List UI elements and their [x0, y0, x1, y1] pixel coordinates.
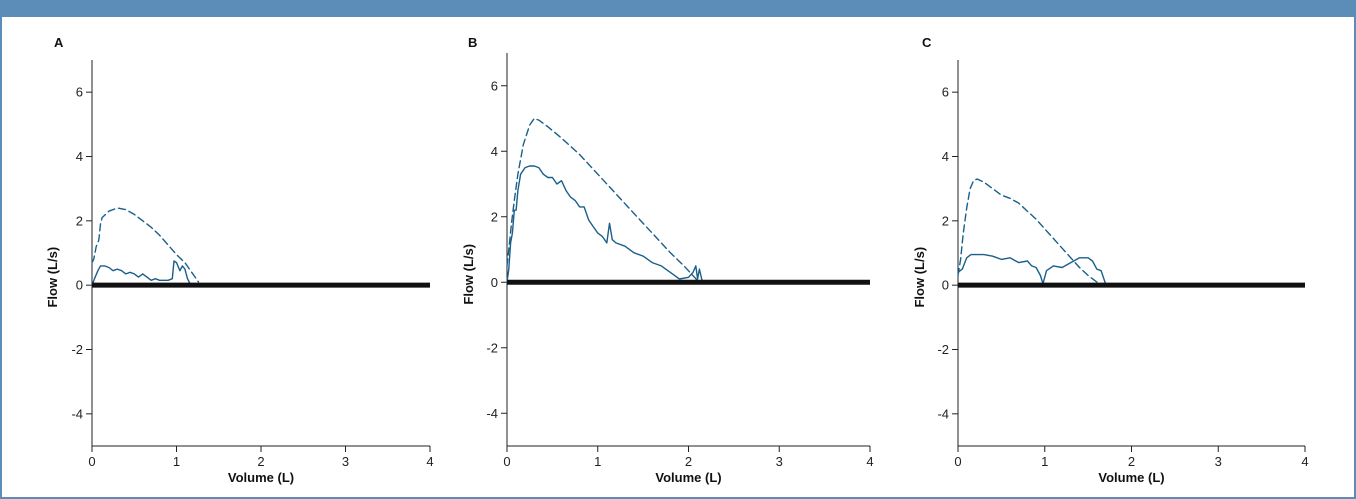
panel-b-x-tick-label: 4 — [866, 454, 873, 469]
panel-a-y-tick-label: 6 — [76, 85, 83, 100]
panel-a-y-tick-label: 4 — [76, 149, 83, 164]
panel-c-y-tick-label: -2 — [937, 342, 949, 357]
panel-b-y-tick-label: 2 — [491, 209, 498, 224]
panel-a-x-tick-label: 3 — [342, 454, 349, 469]
panel-c-y-tick-label: 6 — [942, 85, 949, 100]
panel-c-x-tick-label: 2 — [1128, 454, 1135, 469]
panel-c-x-tick-label: 4 — [1301, 454, 1308, 469]
panel-b-solid-curve — [506, 165, 703, 283]
panel-b-x-tick-label: 0 — [503, 454, 510, 469]
panel-b-y-tick-label: -2 — [486, 340, 498, 355]
panel-b-x-axis-title: Volume (L) — [655, 470, 721, 485]
panel-b-x-tick-label: 1 — [594, 454, 601, 469]
panel-a-letter: A — [54, 35, 64, 50]
panel-c-dashed-curve — [957, 178, 1102, 286]
panel-a-dashed-curve — [91, 207, 200, 283]
panel-a-solid-curve — [91, 260, 192, 286]
panel-a-y-tick-label: 2 — [76, 213, 83, 228]
panel-c-y-axis-title: Flow (L/s) — [912, 247, 927, 308]
panel-a-x-tick-label: 0 — [88, 454, 95, 469]
panel-b-x-tick-label: 2 — [685, 454, 692, 469]
panel-b-y-axis-title: Flow (L/s) — [461, 244, 476, 305]
panel-c-y-tick-label: 2 — [942, 213, 949, 228]
figure-header-bar — [0, 0, 1356, 17]
panel-a-y-tick-label: -4 — [71, 406, 83, 421]
panel-c-x-axis-title: Volume (L) — [1098, 470, 1164, 485]
panel-a-x-tick-label: 1 — [173, 454, 180, 469]
panel-a-x-tick-label: 2 — [257, 454, 264, 469]
panel-b-y-tick-label: 4 — [491, 144, 498, 159]
panel-a-x-axis-title: Volume (L) — [228, 470, 294, 485]
panel-c: C -4 -2 0 2 4 6 0 1 2 3 4 Volume (L) Flow (L/s) — [912, 35, 1309, 485]
panel-c-y-tick-label: 4 — [942, 149, 949, 164]
panel-a-y-tick-label: 0 — [76, 278, 83, 293]
panel-c-y-tick-label: -4 — [937, 406, 949, 421]
panel-c-letter: C — [922, 35, 932, 50]
panel-a-x-tick-label: 4 — [426, 454, 433, 469]
panel-a: A -4 -2 0 2 4 6 0 1 2 3 4 Volume (L) Flow (L/s) — [45, 35, 434, 485]
panel-b-y-tick-label: 6 — [491, 78, 498, 93]
panel-b: B -4 -2 0 2 4 6 0 1 2 3 4 Volume (L) Flow (L/s) — [461, 35, 874, 485]
panel-c-y-tick-label: 0 — [942, 278, 949, 293]
panel-b-letter: B — [468, 35, 477, 50]
panel-c-x-tick-label: 0 — [954, 454, 961, 469]
panel-b-y-tick-label: 0 — [491, 275, 498, 290]
panel-b-x-tick-label: 3 — [776, 454, 783, 469]
panel-c-x-tick-label: 3 — [1215, 454, 1222, 469]
panel-c-solid-curve — [957, 253, 1107, 285]
panel-c-x-tick-label: 1 — [1041, 454, 1048, 469]
panel-b-y-tick-label: -4 — [486, 406, 498, 421]
panel-b-dashed-curve — [506, 117, 699, 282]
panel-a-y-tick-label: -2 — [71, 342, 83, 357]
panel-a-y-axis-title: Flow (L/s) — [45, 247, 60, 308]
